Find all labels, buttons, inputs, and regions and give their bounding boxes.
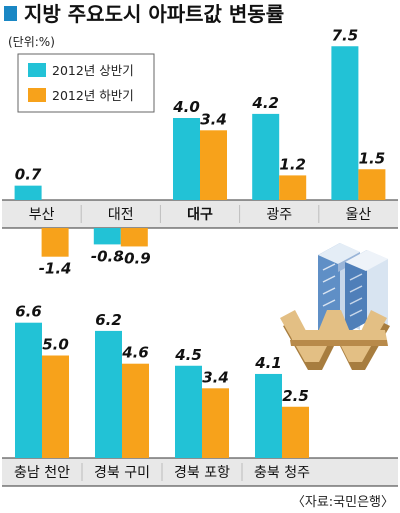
value-label: 4.2 — [251, 94, 279, 112]
legend-label-first-half: 2012년 상반기 — [52, 63, 134, 78]
legend-swatch-first-half — [28, 63, 46, 77]
value-label: 7.5 — [332, 26, 359, 44]
category-label: 광주 — [266, 207, 292, 223]
category-label: 울산 — [346, 207, 372, 223]
category-label: 경북 포항 — [174, 465, 230, 481]
bottom-category-labels: 충남 천안 경북 구미 경북 포항 충북 청주 — [14, 465, 310, 481]
top-bars: 0.7 -1.4 -0.8-0.9 4.03.4 4.2 1.2 7.5 1.5 — [14, 26, 386, 278]
value-label: 4.6 — [121, 344, 149, 362]
value-label: 3.4 — [202, 368, 229, 386]
value-label: 3.4 — [200, 110, 227, 128]
value-label: -0.8 — [91, 247, 124, 265]
category-label: 부산 — [29, 207, 55, 223]
bottom-category-band — [2, 458, 398, 486]
bar-second-half — [279, 175, 307, 200]
value-label: 5.0 — [42, 336, 69, 354]
bar-second-half — [202, 388, 229, 458]
bar-first-half — [252, 113, 280, 200]
value-label: 6.6 — [15, 303, 42, 321]
bar-first-half — [93, 228, 121, 245]
bottom-bars: 6.65.0 6.2 4.6 4.53.4 4.12.5 — [15, 303, 309, 458]
title-marker — [4, 6, 17, 21]
bar-second-half — [358, 169, 386, 200]
bar-first-half — [255, 373, 282, 458]
value-label: 0.7 — [15, 166, 42, 184]
bar-second-half — [120, 228, 148, 247]
bar-second-half — [200, 130, 227, 200]
bar-first-half — [173, 118, 200, 200]
bar-second-half — [41, 228, 69, 257]
category-label: 대전 — [108, 207, 134, 223]
category-label: 충남 천안 — [14, 465, 70, 481]
category-label: 경북 구미 — [94, 465, 150, 481]
unit-label: (단위:%) — [8, 35, 55, 49]
value-label: 6.2 — [95, 311, 122, 329]
top-category-labels: 부산 대전 대구 광주 울산 — [29, 207, 372, 223]
value-label: -0.9 — [118, 249, 151, 267]
legend-swatch-second-half — [28, 88, 46, 102]
top-category-dividers — [80, 205, 320, 223]
value-label: 1.5 — [359, 149, 386, 167]
chart-title: 지방 주요도시 아파트값 변동률 — [24, 2, 284, 26]
bar-second-half — [282, 406, 309, 458]
value-label: 4.1 — [254, 354, 282, 372]
value-label: 2.5 — [282, 387, 309, 405]
bar-first-half — [95, 330, 122, 458]
bar-first-half — [14, 185, 42, 200]
bar-second-half — [122, 363, 149, 458]
bar-second-half — [42, 355, 69, 458]
value-label: 4.5 — [174, 346, 202, 364]
value-label: -1.4 — [39, 260, 72, 278]
bottom-category-dividers — [81, 463, 243, 481]
bar-first-half — [331, 46, 359, 200]
category-label: 충북 청주 — [254, 465, 310, 481]
legend: 2012년 상반기 2012년 하반기 — [17, 53, 155, 113]
apartment-building-icon — [318, 243, 388, 334]
legend-label-second-half: 2012년 하반기 — [52, 88, 134, 103]
top-category-band — [2, 200, 398, 228]
bar-first-half — [175, 365, 202, 458]
source-label: 〈자료:국민은행〉 — [292, 494, 394, 510]
category-label: 대구 — [187, 207, 213, 223]
won-sign-icon — [280, 310, 390, 370]
value-label: 1.2 — [279, 155, 306, 173]
value-label: 4.0 — [172, 98, 200, 116]
bar-first-half — [15, 322, 42, 458]
